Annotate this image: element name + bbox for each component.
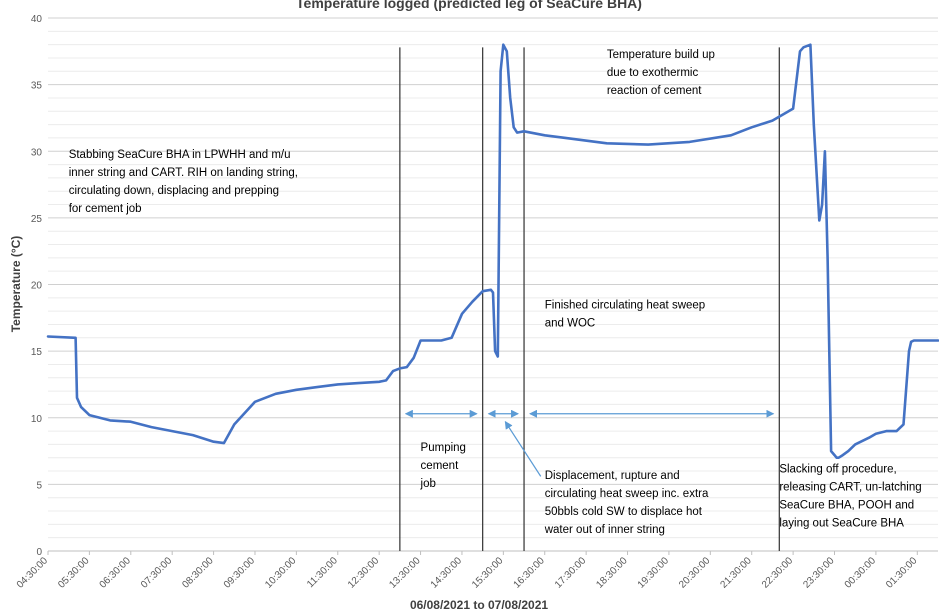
- y-axis-label: Temperature (°C): [9, 236, 23, 333]
- x-tick-label: 15:30:00: [470, 555, 506, 591]
- y-tick-label: 30: [31, 147, 43, 158]
- annotation-finish: Finished circulating heat sweep and WOC: [545, 299, 705, 329]
- x-tick-label: 04:30:00: [15, 555, 51, 591]
- x-tick-label: 17:30:00: [553, 555, 589, 591]
- annotation-line: circulating heat sweep inc. extra: [545, 488, 709, 500]
- annotation-line: Slacking off procedure,: [779, 463, 896, 475]
- gridlines: [48, 17, 938, 552]
- x-tick-label: 10:30:00: [263, 555, 299, 591]
- series-layer: [46, 43, 939, 459]
- x-tick-label: 05:30:00: [56, 555, 92, 591]
- x-axis-label: 06/08/2021 to 07/08/2021: [410, 598, 548, 612]
- annotation-line: SeaCure BHA, POOH and: [779, 499, 914, 511]
- x-tick-label: 00:30:00: [843, 555, 879, 591]
- x-tick-label: 16:30:00: [512, 555, 548, 591]
- annotation-line: for cement job: [69, 203, 142, 215]
- annotation-pump: Pumping cement job: [420, 442, 466, 490]
- annotation-line: Stabbing SeaCure BHA in LPWHH and m/u: [69, 149, 291, 161]
- x-tick-label: 08:30:00: [180, 555, 216, 591]
- x-tick-label: 23:30:00: [801, 555, 837, 591]
- y-tick-label: 5: [36, 480, 42, 491]
- annotation-line: inner string and CART. RIH on landing st…: [69, 167, 298, 179]
- y-tick-label: 20: [31, 281, 43, 292]
- annotation-temp: Temperature build up due to exothermic rea…: [607, 49, 715, 97]
- y-tick-label: 0: [36, 547, 42, 558]
- event-marker-lines: [399, 47, 780, 551]
- annotation-line: laying out SeaCure BHA: [779, 517, 904, 529]
- x-tick-label: 20:30:00: [677, 555, 713, 591]
- annotation-line: job: [420, 478, 436, 490]
- x-tick-label: 11:30:00: [305, 555, 340, 590]
- annotation-line: Displacement, rupture and: [545, 470, 680, 482]
- annotation-slack: Slacking off procedure, releasing CART, u…: [779, 463, 921, 529]
- annotation-disp: Displacement, rupture and circulating hea…: [544, 470, 709, 536]
- x-tick-label: 09:30:00: [222, 555, 258, 591]
- chart-title: Temperature logged (predicted leg of Sea…: [296, 0, 642, 11]
- x-tick-label: 01:30:00: [884, 555, 920, 591]
- displacement-pointer-arrow: [504, 420, 542, 477]
- temperature-series-line: [46, 43, 939, 459]
- x-tick-label: 21:30:00: [719, 555, 755, 591]
- x-tick-label: 18:30:00: [594, 555, 630, 591]
- y-tick-label: 40: [31, 14, 43, 25]
- y-tick-label: 35: [31, 81, 43, 92]
- annotation-line: 50bbls cold SW to displace hot: [545, 506, 703, 518]
- annotation-line: due to exothermic: [607, 67, 699, 79]
- x-tick-label: 19:30:00: [636, 555, 672, 591]
- y-tick-label: 10: [31, 414, 43, 425]
- annotation-line: releasing CART, un-latching: [779, 481, 921, 493]
- phase-arrows: [404, 409, 775, 477]
- annotation-line: cement: [421, 460, 460, 472]
- annotation-line: reaction of cement: [607, 85, 702, 97]
- annotation-line: Finished circulating heat sweep: [545, 299, 705, 311]
- x-tick-label: 12:30:00: [346, 555, 382, 591]
- x-tick-label: 13:30:00: [387, 555, 423, 591]
- annotation-stab: Stabbing SeaCure BHA in LPWHH and m/u inn…: [69, 149, 298, 215]
- annotation-line: Pumping: [421, 442, 466, 454]
- annotation-line: and WOC: [545, 317, 596, 329]
- x-tick-label: 14:30:00: [429, 555, 465, 591]
- y-tick-label: 25: [31, 214, 43, 225]
- annotation-line: circulating down, displacing and preppin…: [69, 185, 279, 197]
- x-tick-label: 07:30:00: [139, 555, 175, 591]
- annotations: Stabbing SeaCure BHA in LPWHH and m/u inn…: [69, 49, 922, 536]
- annotation-line: Temperature build up: [607, 49, 715, 61]
- x-tick-label: 06:30:00: [98, 555, 134, 591]
- annotation-line: water out of inner string: [544, 524, 665, 536]
- y-tick-label: 15: [31, 347, 43, 358]
- x-tick-label: 22:30:00: [760, 555, 796, 591]
